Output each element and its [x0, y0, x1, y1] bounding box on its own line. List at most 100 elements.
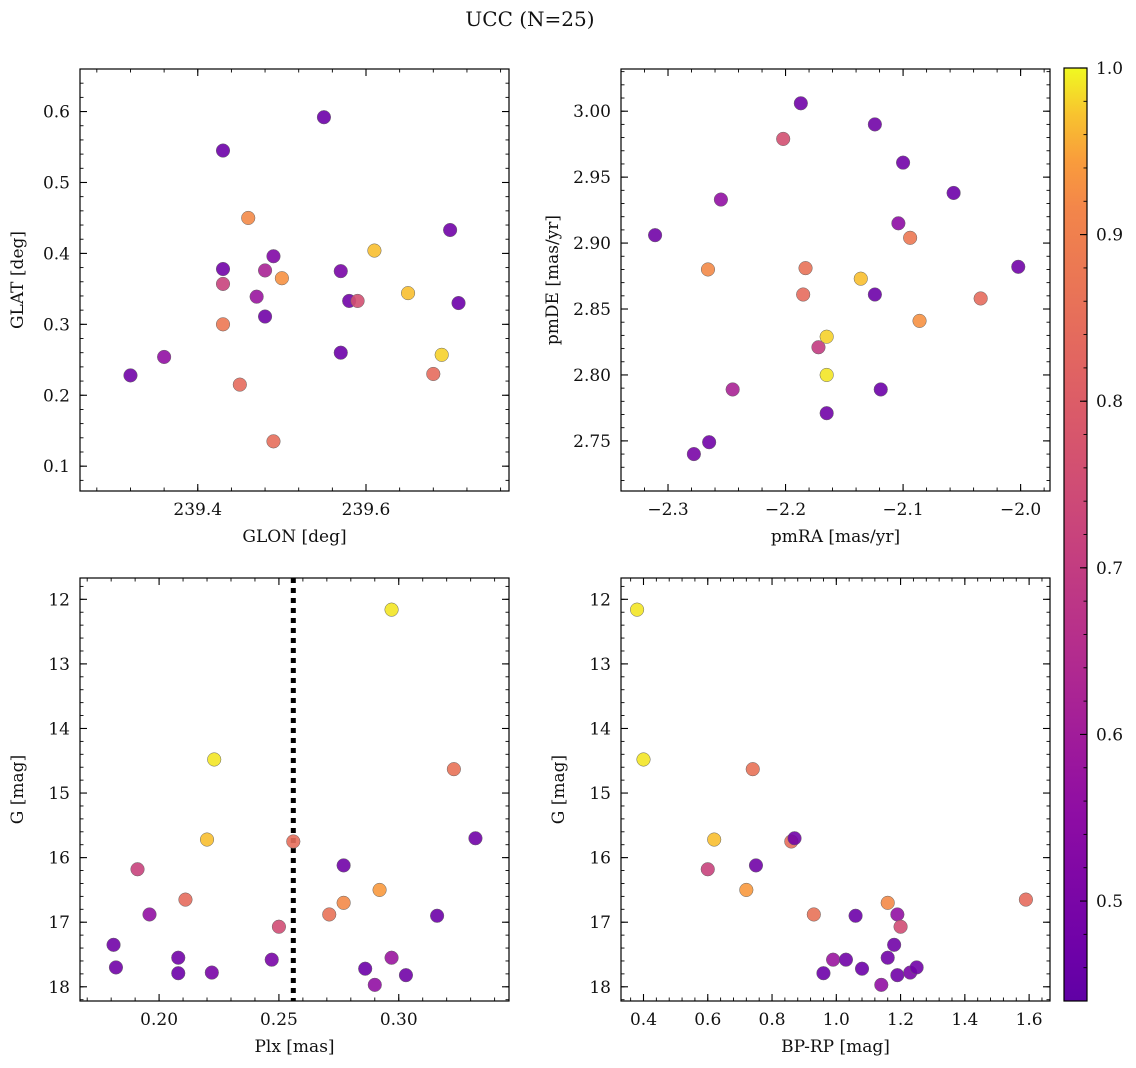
y-tick-label: 2.75	[573, 432, 611, 452]
y-tick-label: 14	[48, 719, 70, 739]
data-point	[819, 329, 834, 344]
data-point	[748, 858, 764, 873]
x-tick-label: 0.6	[694, 1010, 721, 1030]
data-point	[793, 96, 808, 111]
data-point	[207, 752, 222, 767]
data-point	[401, 286, 416, 301]
data-point	[707, 832, 722, 847]
y-tick-label: 15	[589, 784, 611, 804]
data-point	[686, 447, 701, 462]
data-point	[266, 434, 281, 449]
data-point	[430, 908, 445, 923]
data-point	[796, 287, 811, 302]
y-tick-label: 0.6	[43, 103, 70, 123]
x-tick-label: 0.30	[380, 1010, 418, 1030]
x-tick-label: −2.0	[1000, 500, 1041, 520]
data-point	[350, 293, 365, 308]
y-axis-label: G [mag]	[549, 755, 569, 824]
data-point	[887, 937, 902, 952]
x-tick-label: 0.8	[759, 1010, 786, 1030]
colorbar-tick-label: 0.5	[1096, 892, 1123, 912]
plot-frame	[79, 68, 510, 492]
data-point	[873, 382, 888, 397]
y-tick-label: 15	[48, 784, 70, 804]
x-axis-label: pmRA [mas/yr]	[771, 527, 900, 547]
data-point	[333, 264, 348, 279]
colorbar-tick-label: 0.8	[1096, 392, 1123, 412]
data-point	[890, 907, 905, 922]
data-point	[973, 291, 988, 306]
data-point	[826, 952, 841, 967]
data-point	[819, 406, 834, 421]
colorbar-tick-label: 1.0	[1096, 59, 1123, 79]
data-point	[266, 249, 281, 264]
data-point	[468, 831, 483, 846]
data-point	[739, 882, 754, 897]
plot-frame	[620, 577, 1051, 1002]
y-axis-label: G [mag]	[8, 755, 28, 824]
data-point	[271, 919, 286, 934]
data-point	[903, 230, 918, 245]
data-point	[367, 977, 382, 992]
y-tick-label: 16	[48, 849, 70, 869]
y-tick-label: 2.95	[573, 168, 611, 188]
data-point	[178, 892, 193, 907]
data-point	[890, 968, 905, 983]
y-tick-label: 0.1	[43, 457, 70, 477]
data-point	[787, 831, 802, 846]
data-point	[336, 858, 351, 873]
data-point	[204, 965, 219, 980]
x-axis-label: GLON [deg]	[242, 527, 346, 547]
data-point	[874, 977, 889, 992]
x-axis-label: BP-RP [mag]	[781, 1037, 890, 1057]
x-tick-label: −2.3	[647, 500, 688, 520]
data-point	[891, 216, 906, 231]
y-tick-label: 2.90	[573, 234, 611, 254]
data-point	[241, 210, 256, 225]
data-point	[215, 261, 231, 277]
data-point	[274, 271, 289, 286]
x-tick-label: 1.4	[951, 1010, 978, 1030]
data-point	[215, 317, 231, 332]
y-tick-label: 3.00	[573, 102, 611, 122]
colorbar: 0.5 0.6 0.7 0.8 0.9 1.0	[1063, 59, 1123, 1002]
y-tick-label: 2.85	[573, 300, 611, 320]
x-tick-label: 239.6	[342, 500, 391, 520]
data-point	[384, 950, 399, 965]
x-tick-label: 0.20	[140, 1010, 178, 1030]
data-point	[258, 263, 273, 278]
data-point	[848, 908, 863, 923]
data-point	[232, 377, 247, 392]
data-point	[798, 261, 813, 276]
x-tick-label: −2.2	[765, 500, 806, 520]
data-point	[816, 966, 831, 981]
plot-frame	[620, 68, 1051, 492]
data-point	[806, 907, 821, 922]
data-point	[912, 313, 927, 328]
data-point	[1018, 892, 1033, 907]
y-tick-label: 0.5	[43, 173, 70, 193]
data-point	[426, 366, 441, 382]
data-point	[700, 262, 716, 277]
y-tick-label: 14	[589, 719, 611, 739]
data-point	[215, 276, 231, 291]
data-point	[867, 117, 882, 132]
data-point	[316, 110, 331, 125]
panel-parallax-cmd: 0.20 0.25 0.30 12 13 14 15 16 17 18 Plx [mas] G [ma…	[8, 577, 510, 1057]
data-point	[367, 243, 382, 258]
data-point	[258, 309, 273, 324]
x-tick-label: 1.2	[887, 1010, 914, 1030]
data-point	[434, 347, 449, 362]
y-tick-label: 0.3	[43, 315, 70, 335]
data-point	[702, 435, 717, 450]
data-point	[776, 131, 791, 146]
data-point	[336, 895, 351, 910]
x-axis-label: Plx [mas]	[254, 1037, 334, 1057]
data-point	[853, 271, 868, 286]
x-tick-label: 1.0	[823, 1010, 850, 1030]
data-point	[358, 961, 373, 976]
data-point	[896, 155, 911, 170]
data-point	[700, 862, 715, 877]
data-point	[286, 834, 301, 849]
